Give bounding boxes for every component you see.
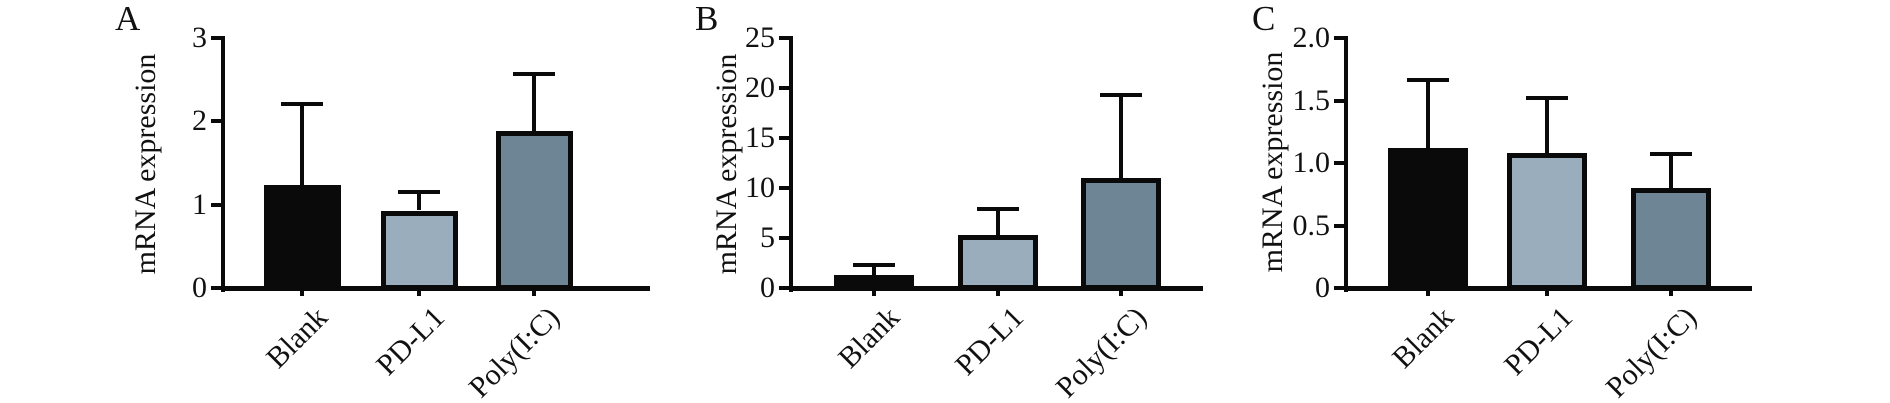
y-tick-label-15: 15 (745, 121, 775, 154)
panel-label-c: C (1252, 0, 1276, 38)
error-bar-cap-blank (281, 102, 323, 107)
y-tick-label-1.0: 1.0 (1292, 146, 1331, 179)
x-tick-mark-blank (1426, 291, 1430, 296)
error-bar-stem-pd-l1 (996, 207, 1000, 235)
y-tick-mark-2 (211, 119, 225, 124)
y-tick-label-3: 3 (192, 21, 207, 54)
y-tick-mark-0 (211, 286, 225, 290)
y-tick-mark-3 (211, 36, 225, 40)
x-tick-label-blank: Blank (260, 300, 335, 375)
y-tick-mark-1 (211, 202, 225, 207)
y-tick-label-1: 1 (192, 187, 207, 221)
panel-a: A mRNA expression 0 1 2 3 Blank PD-L1 Poly(I:C… (100, 0, 672, 403)
bar-poly-i-c (495, 131, 573, 290)
error-bar-cap-poly-i-c (1100, 93, 1142, 97)
error-bar-stem-pd-l1 (417, 189, 421, 211)
y-axis-line (221, 38, 225, 292)
x-tick-label-poly-i-c: Poly(I:C) (1049, 300, 1154, 403)
y-tick-mark-1.0 (1334, 161, 1348, 165)
x-tick-label-pd-l1: PD-L1 (1497, 300, 1580, 382)
y-tick-mark-0.5 (1334, 223, 1348, 228)
y-tick-label-0: 0 (760, 271, 775, 304)
x-tick-label-blank: Blank (832, 300, 907, 375)
y-tick-label-2.0: 2.0 (1292, 21, 1331, 54)
panel-label-a: A (115, 0, 141, 38)
error-bar-cap-poly-i-c (513, 72, 555, 77)
y-tick-mark-15 (779, 136, 793, 140)
bar-pd-l1 (380, 210, 458, 290)
error-bar-cap-blank (853, 263, 895, 267)
x-tick-mark-poly-i-c (1669, 291, 1673, 296)
y-tick-label-1.5: 1.5 (1292, 83, 1331, 117)
error-bar-stem-blank (1426, 78, 1430, 148)
bar-pd-l1 (958, 235, 1038, 290)
y-tick-label-0: 0 (192, 271, 207, 304)
y-tick-mark-10 (779, 186, 793, 190)
bar-pd-l1 (1507, 153, 1587, 290)
bar-poly-i-c (1081, 178, 1161, 290)
panel-b: B mRNA expression 0 5 10 15 20 25 Blank PD-L1 Po… (672, 0, 1245, 403)
x-tick-mark-blank (300, 291, 304, 296)
error-bar-cap-poly-i-c (1650, 151, 1692, 156)
y-tick-mark-0 (779, 286, 793, 290)
x-tick-label-poly-i-c: Poly(I:C) (1599, 300, 1704, 403)
y-tick-mark-0 (1334, 286, 1348, 290)
panel-c: C mRNA expression 0 0.5 1.0 1.5 2.0 Blank PD-L… (1245, 0, 1890, 403)
x-tick-mark-blank (872, 291, 876, 296)
x-tick-mark-pd-l1 (1545, 291, 1549, 296)
error-bar-stem-poly-i-c (1669, 151, 1673, 188)
x-tick-label-pd-l1: PD-L1 (948, 300, 1031, 382)
x-tick-label-blank: Blank (1386, 300, 1461, 375)
y-tick-mark-1.5 (1334, 98, 1348, 103)
x-tick-mark-pd-l1 (996, 291, 1000, 296)
x-tick-mark-pd-l1 (417, 291, 421, 296)
y-axis-line (1344, 38, 1348, 292)
error-bar-stem-pd-l1 (1545, 95, 1549, 153)
panel-label-b: B (695, 0, 719, 38)
y-tick-label-2: 2 (192, 104, 207, 138)
y-axis-line (789, 38, 793, 292)
error-bar-stem-poly-i-c (1119, 93, 1123, 178)
bar-blank (834, 275, 914, 290)
bar-blank (1388, 148, 1468, 290)
bar-blank (263, 184, 341, 290)
x-tick-label-poly-i-c: Poly(I:C) (462, 300, 567, 403)
x-tick-mark-poly-i-c (532, 291, 536, 296)
error-bar-stem-poly-i-c (532, 72, 536, 132)
y-tick-mark-25 (779, 36, 793, 40)
error-bar-stem-blank (300, 102, 304, 185)
error-bar-cap-pd-l1 (1526, 95, 1568, 100)
x-tick-mark-poly-i-c (1119, 291, 1123, 296)
error-bar-cap-pd-l1 (977, 207, 1019, 211)
y-tick-label-0: 0 (1315, 271, 1330, 304)
y-axis-title-a: mRNA expression (129, 53, 162, 275)
y-tick-mark-2.0 (1334, 36, 1348, 40)
y-tick-label-10: 10 (745, 171, 775, 204)
y-tick-mark-20 (779, 86, 793, 90)
y-tick-label-0.5: 0.5 (1292, 208, 1331, 242)
error-bar-cap-pd-l1 (398, 189, 440, 194)
bar-poly-i-c (1631, 188, 1711, 290)
y-tick-label-20: 20 (745, 71, 775, 104)
y-tick-mark-5 (779, 236, 793, 240)
y-tick-label-5: 5 (760, 221, 775, 254)
error-bar-stem-blank (872, 263, 876, 275)
y-tick-label-25: 25 (745, 21, 775, 54)
x-tick-label-pd-l1: PD-L1 (369, 300, 452, 382)
error-bar-cap-blank (1407, 78, 1449, 82)
